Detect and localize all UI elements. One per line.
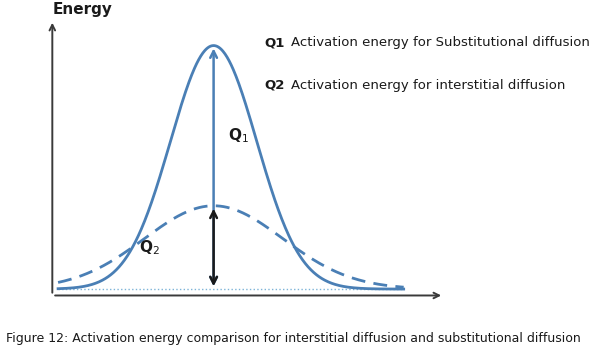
Text: Q$_1$: Q$_1$ bbox=[228, 126, 249, 145]
Text: Q$_2$: Q$_2$ bbox=[139, 238, 160, 257]
Text: Q1: Q1 bbox=[264, 36, 284, 49]
Text: Energy: Energy bbox=[52, 2, 112, 17]
Text: Activation energy for Substitutional diffusion: Activation energy for Substitutional dif… bbox=[291, 36, 590, 49]
Text: Q2: Q2 bbox=[264, 79, 284, 92]
Text: Activation energy for interstitial diffusion: Activation energy for interstitial diffu… bbox=[291, 79, 565, 92]
Text: Figure 12: Activation energy comparison for interstitial diffusion and substitut: Figure 12: Activation energy comparison … bbox=[6, 332, 581, 345]
